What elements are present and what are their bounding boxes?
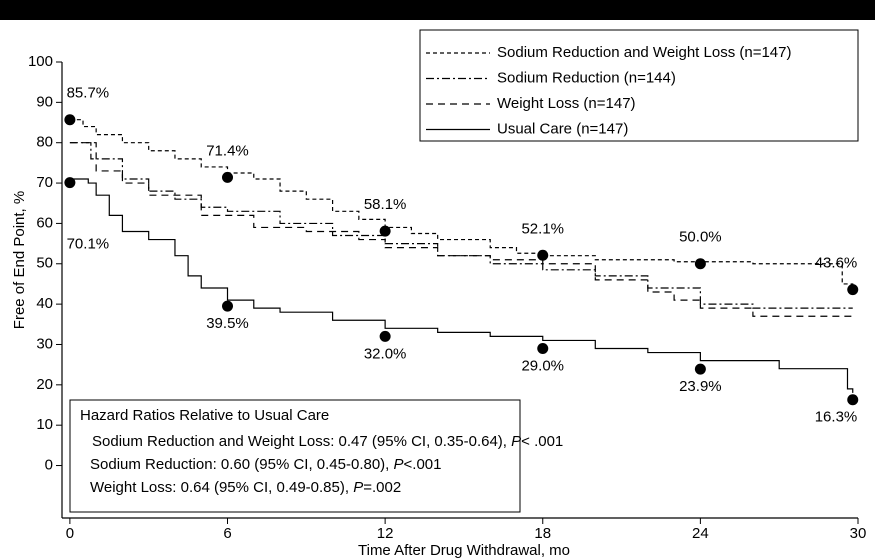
annotation-title: Hazard Ratios Relative to Usual Care: [80, 407, 329, 424]
y-tick-label: 60: [36, 214, 53, 231]
value-label: 39.5%: [206, 315, 249, 332]
legend-label: Sodium Reduction (n=144): [497, 69, 676, 86]
marker: [847, 284, 859, 296]
annotation-text: Weight Loss: 0.64 (95% CI, 0.49-0.85),: [90, 479, 353, 496]
y-tick-label: 70: [36, 174, 53, 191]
annotation-line: Weight Loss: 0.64 (95% CI, 0.49-0.85), P…: [90, 479, 401, 496]
y-tick-label: 10: [36, 416, 53, 433]
y-tick-label: 30: [36, 335, 53, 352]
p-value: <.001: [404, 456, 442, 473]
header-bar: [0, 0, 875, 20]
y-axis-title: Free of End Point, %: [11, 191, 28, 329]
value-label: 50.0%: [679, 229, 722, 246]
marker: [847, 394, 859, 406]
marker: [379, 330, 391, 342]
annotation-text: Sodium Reduction and Weight Loss: 0.47 (…: [92, 433, 511, 450]
marker: [537, 343, 549, 355]
legend-label: Usual Care (n=147): [497, 120, 628, 137]
marker: [379, 225, 391, 237]
y-tick-label: 40: [36, 295, 53, 312]
value-label: 85.7%: [67, 85, 110, 102]
y-tick-label: 80: [36, 134, 53, 151]
survival-curve: [69, 119, 854, 288]
value-label: 70.1%: [67, 236, 110, 253]
annotation-line: Sodium Reduction and Weight Loss: 0.47 (…: [92, 433, 563, 450]
survival-curve: [69, 142, 853, 309]
p-value: =.002: [363, 479, 401, 496]
x-tick-label: 12: [377, 525, 394, 542]
marker: [694, 258, 706, 270]
p-value: < .001: [521, 433, 563, 450]
marker: [64, 114, 76, 126]
p-label: P: [353, 479, 363, 496]
x-axis-title: Time After Drug Withdrawal, mo: [358, 542, 570, 559]
marker: [694, 363, 706, 375]
x-tick-label: 30: [850, 525, 867, 542]
y-tick-label: 50: [36, 255, 53, 272]
marker: [222, 300, 234, 312]
value-label: 32.0%: [364, 345, 407, 362]
marker: [537, 249, 549, 261]
p-label: P: [511, 433, 521, 450]
value-label: 29.0%: [521, 357, 564, 374]
value-label: 71.4%: [206, 142, 249, 159]
x-tick-label: 24: [692, 525, 709, 542]
marker: [64, 177, 76, 189]
value-label: 58.1%: [364, 196, 407, 213]
value-label: 16.3%: [815, 409, 858, 426]
y-tick-label: 0: [45, 457, 53, 474]
annotation-box: [69, 399, 521, 513]
y-tick-label: 100: [28, 53, 53, 70]
legend-label: Weight Loss (n=147): [497, 95, 636, 112]
value-label: 52.1%: [521, 220, 564, 237]
annotation-line: Sodium Reduction: 0.60 (95% CI, 0.45-0.8…: [90, 456, 442, 473]
y-tick-label: 90: [36, 93, 53, 110]
x-tick-label: 0: [66, 525, 74, 542]
legend-box: [419, 29, 859, 142]
value-label: 23.9%: [679, 378, 722, 395]
marker: [222, 171, 234, 183]
survival-curve: [69, 178, 854, 393]
annotation-text: Sodium Reduction: 0.60 (95% CI, 0.45-0.8…: [90, 456, 394, 473]
value-label: 43.6%: [815, 255, 858, 272]
survival-curve: [69, 142, 854, 319]
x-tick-label: 6: [223, 525, 231, 542]
x-tick-label: 18: [534, 525, 551, 542]
p-label: P: [394, 456, 404, 473]
legend-label: Sodium Reduction and Weight Loss (n=147): [497, 44, 792, 61]
y-tick-label: 20: [36, 376, 53, 393]
